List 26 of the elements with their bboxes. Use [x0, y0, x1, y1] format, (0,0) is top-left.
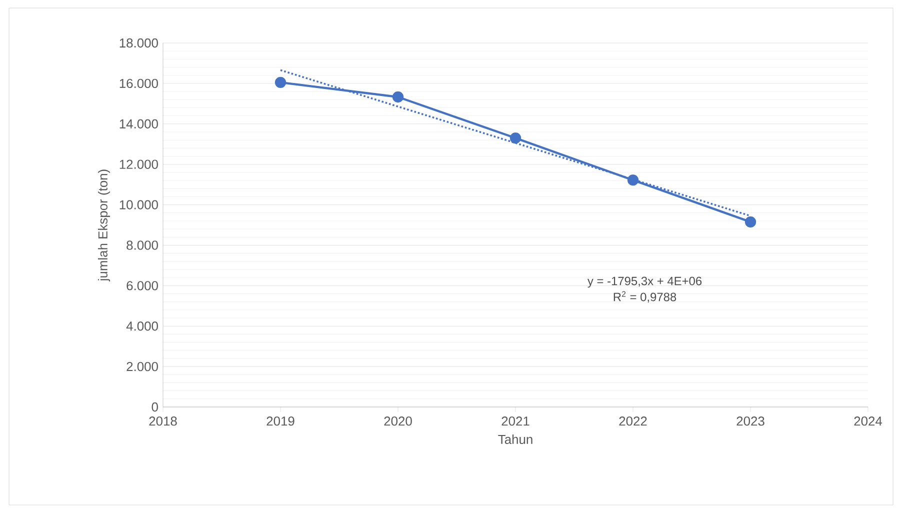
y-tick-label: 0: [152, 402, 158, 412]
point: [627, 174, 639, 186]
y-tick-label: 2.000: [126, 362, 158, 372]
y-tick-label: 6.000: [126, 281, 158, 290]
x-tick-label: 2024: [854, 416, 882, 426]
x-tick-label: 2020: [384, 416, 412, 426]
point: [392, 91, 404, 103]
point: [744, 216, 756, 228]
y-tick-label: 14.000: [120, 119, 158, 128]
y-tick-label: 12.000: [120, 160, 158, 169]
y-tick-label: 16.000: [120, 78, 158, 88]
x-tick-label: 2018: [149, 416, 177, 426]
y-tick-label: 10.000: [120, 200, 158, 210]
annotation: R$^{2}$ = 0,9788: [614, 291, 676, 303]
point: [274, 76, 286, 88]
y-axis-title: jumlah Ekspor (ton): [98, 170, 110, 282]
y-tick-label: 18.000: [120, 38, 158, 48]
x-axis-title: Tahun: [498, 434, 532, 444]
x-tick-label: 2019: [266, 416, 294, 426]
annotation: y = -1795,3x + 4E+06: [587, 276, 702, 288]
x-tick-label: 2022: [619, 416, 647, 426]
point: [510, 132, 522, 144]
y-tick-label: 4.000: [126, 322, 158, 331]
x-tick-label: 2023: [736, 416, 764, 426]
y-tick-label: 8.000: [126, 240, 158, 250]
x-tick-label: 2021: [502, 416, 530, 426]
